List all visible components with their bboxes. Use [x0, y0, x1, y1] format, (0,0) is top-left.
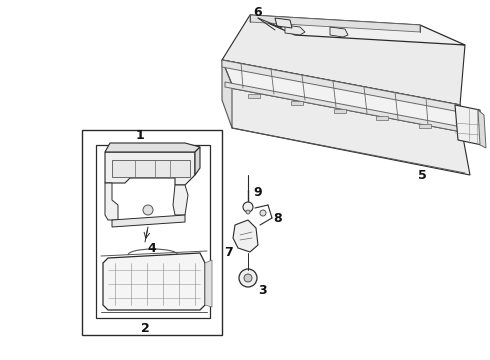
Polygon shape — [233, 220, 258, 252]
Polygon shape — [105, 152, 195, 185]
Polygon shape — [285, 25, 305, 35]
Text: 4: 4 — [147, 242, 156, 255]
Polygon shape — [222, 60, 232, 128]
Polygon shape — [103, 253, 205, 310]
Circle shape — [244, 274, 252, 282]
Polygon shape — [112, 215, 185, 227]
Polygon shape — [96, 145, 210, 318]
Polygon shape — [225, 87, 470, 175]
Text: 1: 1 — [136, 129, 145, 141]
Polygon shape — [105, 143, 200, 152]
Polygon shape — [195, 147, 200, 175]
Circle shape — [260, 210, 266, 216]
Polygon shape — [275, 18, 292, 28]
Polygon shape — [291, 101, 303, 105]
Polygon shape — [82, 130, 222, 335]
Polygon shape — [334, 109, 346, 113]
Polygon shape — [205, 260, 212, 307]
Polygon shape — [225, 82, 462, 132]
Polygon shape — [248, 94, 260, 98]
Circle shape — [246, 210, 250, 214]
Polygon shape — [376, 116, 388, 120]
Text: 8: 8 — [274, 212, 282, 225]
Polygon shape — [478, 110, 486, 148]
Circle shape — [239, 269, 257, 287]
Polygon shape — [455, 105, 482, 145]
Polygon shape — [250, 15, 465, 45]
Text: 9: 9 — [254, 185, 262, 198]
Polygon shape — [112, 160, 190, 177]
Polygon shape — [105, 183, 118, 220]
Polygon shape — [222, 60, 460, 112]
Polygon shape — [330, 27, 348, 37]
Text: 7: 7 — [223, 246, 232, 258]
Circle shape — [143, 205, 153, 215]
Text: 5: 5 — [417, 168, 426, 181]
Text: 2: 2 — [141, 321, 149, 334]
Polygon shape — [173, 185, 188, 215]
Text: 3: 3 — [258, 284, 266, 297]
Polygon shape — [250, 15, 420, 32]
Text: 6: 6 — [254, 5, 262, 18]
Polygon shape — [222, 60, 470, 130]
Polygon shape — [222, 15, 465, 105]
Circle shape — [243, 202, 253, 212]
Polygon shape — [419, 124, 431, 128]
